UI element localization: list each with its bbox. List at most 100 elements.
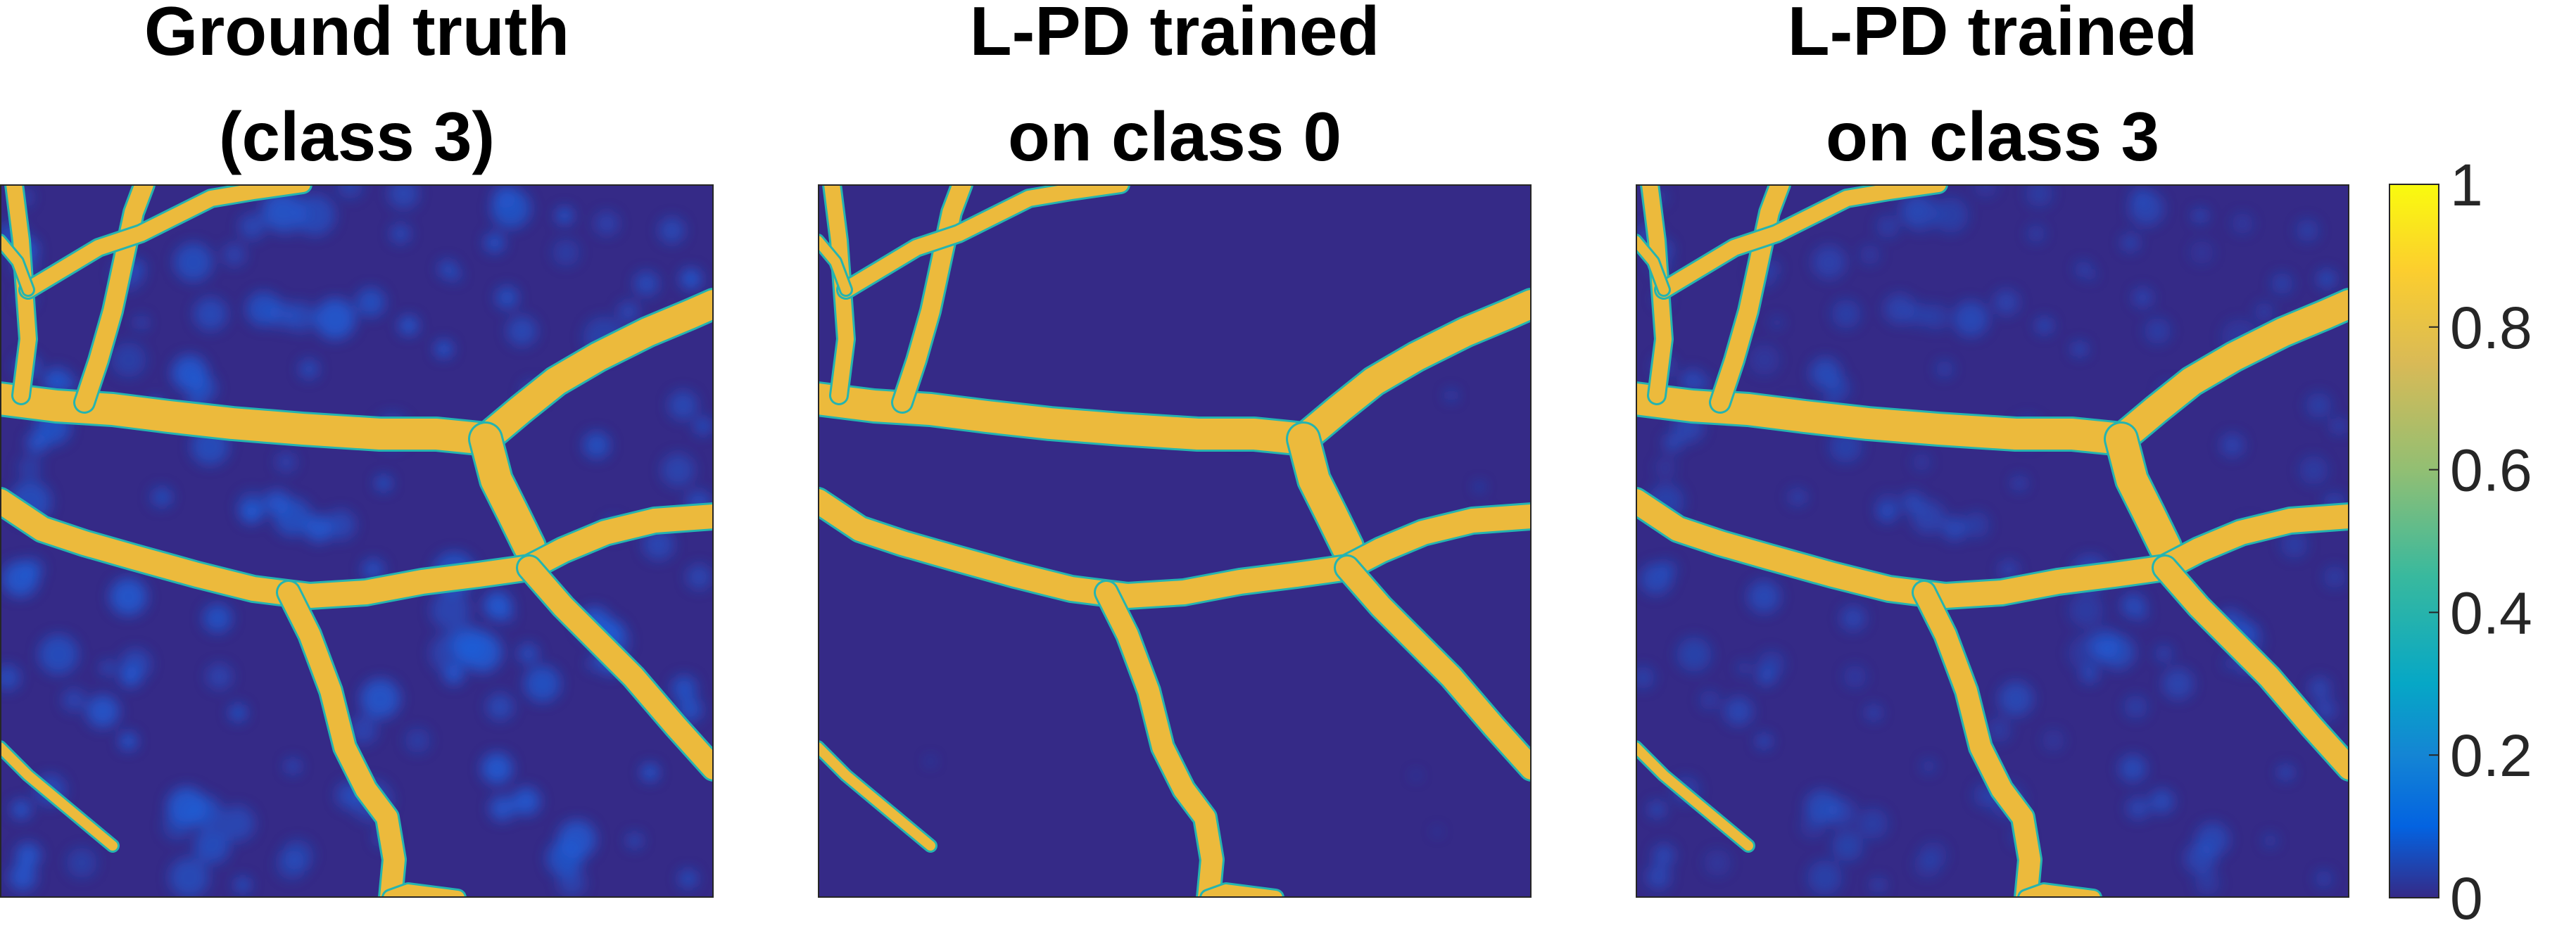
noise-blob: [481, 753, 513, 784]
noise-blob: [390, 224, 411, 244]
noise-blob: [926, 757, 935, 765]
vessel-segment: [518, 557, 714, 780]
noise-blob: [484, 591, 512, 620]
colorbar-gradient: [2389, 184, 2439, 898]
noise-blob: [1724, 697, 1753, 726]
noise-blob: [1786, 487, 1807, 507]
noise-blob: [325, 509, 356, 540]
noise-blob: [661, 453, 695, 487]
noise-blob: [1677, 637, 1712, 672]
noise-blob: [2145, 317, 2171, 344]
vessel-segment: [818, 742, 935, 851]
noise-blob: [1999, 559, 2019, 580]
panel-ground-truth-image: [0, 184, 714, 898]
noise-blob: [2323, 566, 2346, 588]
vessel-segment: [472, 290, 714, 453]
vessel-segment: [1336, 557, 1532, 780]
vessel-segment: [0, 742, 118, 851]
noise-blob: [38, 635, 79, 675]
vessel-segment: [818, 489, 1532, 608]
noise-blob: [2263, 833, 2278, 848]
noise-blob: [276, 849, 307, 880]
noise-blob: [524, 666, 561, 702]
noise-blob: [678, 869, 698, 889]
vessel-segment: [1636, 236, 1669, 295]
noise-blob: [236, 490, 268, 522]
noise-blob: [686, 564, 712, 590]
noise-blob: [1646, 865, 1671, 889]
noise-blob: [2149, 789, 2174, 814]
noise-blob: [1807, 860, 1843, 895]
noise-blob: [2315, 870, 2332, 887]
noise-blob: [1663, 433, 1683, 453]
colorbar-tick-label: 1: [2450, 152, 2483, 218]
noise-blob: [1832, 830, 1863, 862]
noise-blob: [100, 660, 116, 676]
vessel-segment: [1289, 290, 1532, 453]
noise-blob: [2121, 234, 2140, 252]
vessel-segment: [1914, 582, 2040, 898]
noise-blob: [1986, 717, 2012, 743]
noise-blob: [260, 191, 298, 229]
noise-blob: [2330, 418, 2347, 434]
noise-blob: [229, 704, 247, 722]
noise-blob: [495, 286, 519, 309]
noise-blob: [546, 840, 583, 877]
vessel-segment: [20, 184, 310, 298]
noise-blob: [1914, 851, 1940, 878]
noise-blob: [435, 340, 453, 358]
noise-blob: [2119, 754, 2147, 782]
noise-blob: [305, 514, 333, 542]
panel-frame: [1636, 184, 2349, 898]
noise-blob: [0, 665, 20, 691]
vessel-segment: [818, 236, 851, 295]
vessel-segment: [384, 884, 465, 898]
vessel-segment: [2106, 424, 2180, 562]
noise-blob: [2299, 455, 2328, 485]
noise-blob: [111, 342, 146, 378]
noise-blob: [2190, 241, 2214, 265]
noise-blob: [285, 758, 301, 775]
noise-blob: [2123, 695, 2148, 719]
colorbar-tick-label: 0.6: [2450, 438, 2532, 504]
noise-blob: [1475, 483, 1484, 491]
noise-blob: [2309, 677, 2331, 699]
vessel-segment: [1636, 742, 1753, 851]
noise-blob: [2232, 212, 2254, 234]
noise-blob: [1640, 563, 1672, 595]
noise-blob: [1933, 197, 1969, 233]
noise-blob: [659, 217, 685, 243]
noise-blob: [194, 828, 230, 864]
noise-blob: [2280, 530, 2308, 559]
noise-blob: [149, 485, 172, 509]
noise-blob: [2042, 729, 2064, 751]
noise-blob: [1810, 357, 1841, 389]
noise-blob: [294, 194, 336, 236]
noise-blob: [2306, 393, 2332, 419]
noise-blob: [234, 877, 251, 894]
noise-blob: [694, 417, 712, 436]
noise-blob: [2192, 208, 2208, 223]
noise-blob: [430, 590, 470, 630]
noise-blob: [1831, 299, 1861, 329]
noise-blob: [2027, 224, 2045, 243]
noise-blob: [1434, 828, 1441, 835]
noise-blob: [2314, 699, 2337, 720]
vessel-segment: [1201, 884, 1282, 898]
noise-blob: [1655, 457, 1676, 478]
noise-blob: [362, 558, 385, 581]
noise-blob: [222, 243, 246, 267]
noise-blob: [1648, 801, 1666, 818]
noise-blob: [2035, 317, 2053, 334]
noise-blob: [484, 232, 505, 253]
noise-blob: [356, 288, 386, 317]
panel-frame: [0, 184, 714, 898]
vessel-segment: [893, 184, 971, 412]
noise-blob: [643, 529, 674, 560]
noise-blob: [447, 267, 462, 282]
noise-blob: [1857, 808, 1888, 839]
noise-blob: [553, 239, 580, 266]
noise-blob: [1974, 184, 1997, 198]
noise-blob: [462, 632, 503, 673]
noise-blob: [1874, 492, 1902, 520]
